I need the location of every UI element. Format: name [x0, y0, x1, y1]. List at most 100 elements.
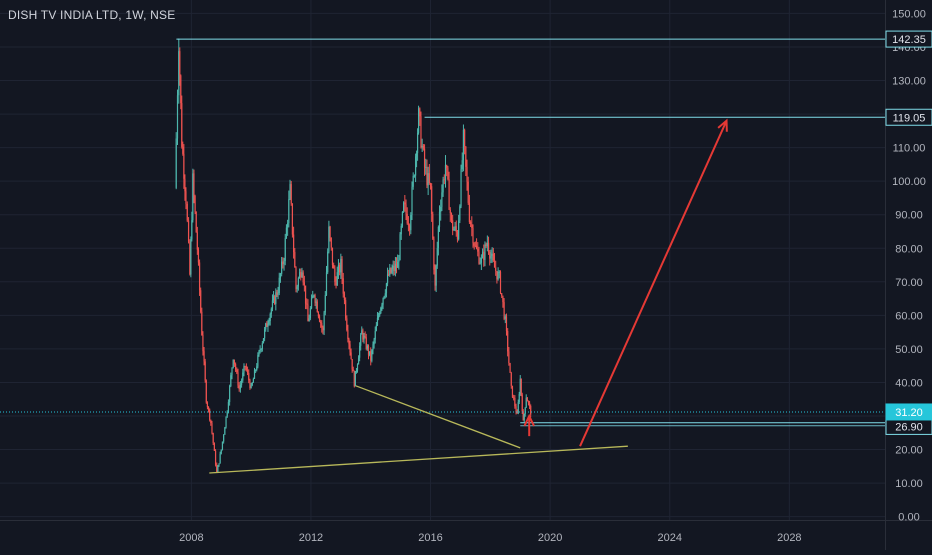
- candle-body: [237, 372, 239, 386]
- candle-body: [453, 229, 455, 231]
- candle-body: [266, 323, 268, 327]
- candle-body: [464, 129, 466, 147]
- candle-body: [276, 292, 278, 295]
- candle-body: [428, 173, 430, 184]
- candle-body: [283, 260, 285, 265]
- candle-body: [393, 265, 395, 271]
- candle-body: [239, 384, 241, 390]
- candle-body: [297, 278, 299, 287]
- candle-body: [420, 116, 422, 148]
- candle-body: [335, 281, 337, 286]
- candle-body: [436, 248, 438, 266]
- candle-body: [253, 370, 256, 379]
- candle-body: [466, 166, 468, 182]
- candle-body: [252, 378, 254, 383]
- candle-body: [230, 375, 232, 386]
- candle-body: [323, 312, 325, 331]
- candle-body: [496, 270, 498, 280]
- y-tick-label: 130.00: [892, 76, 926, 88]
- candle-body: [382, 298, 384, 305]
- candle-body: [405, 204, 407, 214]
- y-tick-label: 80.00: [895, 243, 923, 255]
- candle-body: [341, 258, 343, 279]
- candle-body: [458, 220, 460, 240]
- candle-body: [516, 412, 518, 414]
- candle-body: [229, 385, 231, 403]
- candle-body: [210, 419, 212, 424]
- candle-body: [403, 202, 405, 212]
- candle-body: [433, 238, 435, 270]
- candle-body: [409, 225, 411, 231]
- candle-body: [372, 344, 374, 351]
- current-price-label: 31.20: [895, 407, 923, 419]
- candle-body: [498, 271, 500, 273]
- candle-body: [399, 234, 401, 261]
- candle-body: [255, 370, 257, 371]
- candle-body: [310, 298, 313, 309]
- candle-body: [417, 108, 420, 133]
- price-series: [175, 38, 532, 473]
- candle-body: [242, 372, 244, 381]
- candle-body: [422, 145, 424, 149]
- candle-body: [471, 224, 473, 228]
- x-tick-label: 2028: [777, 532, 801, 544]
- candle-body: [186, 203, 188, 221]
- candle-body: [386, 274, 389, 284]
- candle-body: [395, 263, 398, 268]
- candle-body: [366, 345, 368, 349]
- candle-body: [374, 331, 376, 340]
- candle-body: [302, 272, 304, 283]
- candle-body: [202, 335, 204, 352]
- candle-body: [474, 245, 476, 247]
- candle-body: [278, 277, 280, 294]
- candle-body: [515, 406, 517, 413]
- candle-body: [391, 269, 393, 273]
- candle-body: [504, 316, 506, 319]
- time-axis[interactable]: 2008 2012 2016 2020 2024 2028: [179, 532, 801, 544]
- candle-body: [359, 345, 361, 358]
- candle-body: [294, 252, 296, 268]
- candle-body: [260, 348, 262, 350]
- candle-body: [376, 317, 379, 326]
- candle-body: [289, 184, 291, 200]
- candle-body: [182, 146, 184, 154]
- candle-body: [203, 351, 205, 362]
- candle-body: [298, 272, 301, 279]
- candle-body: [218, 463, 220, 466]
- candle-body: [328, 226, 330, 252]
- candle-body: [373, 339, 375, 345]
- candle-body: [501, 293, 503, 296]
- projection-arrow: [579, 120, 728, 447]
- candle-body: [189, 241, 191, 275]
- candle-body: [390, 267, 392, 273]
- candle-body: [197, 249, 200, 263]
- candle-body: [194, 195, 196, 212]
- candle-body: [479, 262, 481, 264]
- candle-body: [309, 308, 311, 319]
- candle-body: [207, 407, 210, 410]
- candle-body: [510, 372, 512, 386]
- candle-body: [530, 405, 532, 415]
- candle-body: [336, 272, 338, 286]
- y-tick-label: 20.00: [895, 445, 923, 457]
- candle-body: [258, 350, 260, 356]
- candle-body: [224, 427, 226, 435]
- candle-body: [209, 409, 211, 420]
- candle-body: [345, 300, 347, 319]
- candle-body: [489, 252, 491, 259]
- candle-body: [367, 345, 370, 355]
- candle-body: [514, 398, 516, 407]
- candle-body: [307, 304, 309, 322]
- candle-body: [261, 343, 263, 349]
- trendline: [355, 385, 521, 449]
- level-label: 119.05: [893, 112, 926, 124]
- candle-body: [214, 450, 217, 465]
- candle-body: [354, 371, 356, 387]
- candle-body: [423, 148, 426, 168]
- candle-body: [184, 178, 186, 192]
- candle-body: [277, 293, 279, 295]
